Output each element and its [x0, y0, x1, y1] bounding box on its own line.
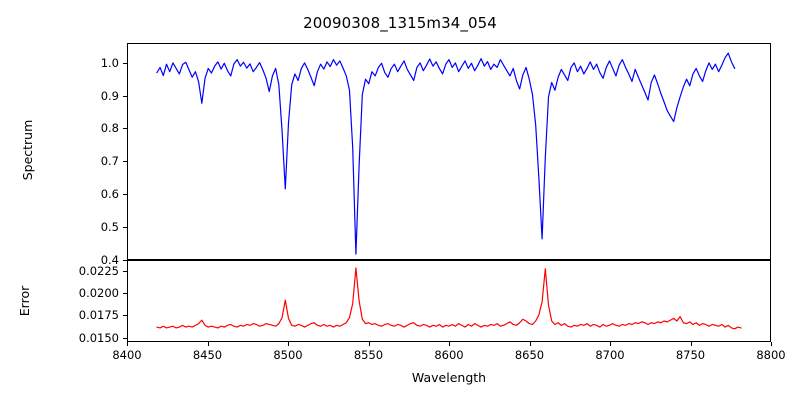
spectrum-data-line	[157, 53, 735, 254]
y-tick-mark-spectrum	[123, 227, 127, 229]
y-tick-mark-error	[123, 270, 127, 272]
x-tick-mark	[449, 342, 450, 346]
x-tick-mark	[690, 342, 692, 346]
x-tick-label: 8800	[756, 348, 786, 362]
spectrum-line-svg	[128, 44, 770, 259]
y-tick-label-spectrum: 0.8	[100, 121, 119, 136]
y-tick-mark-spectrum	[123, 62, 127, 64]
y-tick-label-spectrum: 0.7	[100, 154, 119, 169]
y-tick-label-error: 0.0175	[78, 308, 119, 323]
y-tick-label-spectrum: 0.4	[100, 253, 119, 267]
x-tick-mark	[610, 342, 611, 346]
y-tick-mark-spectrum	[123, 128, 127, 130]
x-tick-label: 8600	[434, 348, 464, 362]
spectrum-plot-area	[127, 43, 771, 260]
x-tick-label: 8550	[353, 348, 384, 362]
x-tick-label: 8650	[514, 348, 545, 362]
y-tick-label-spectrum: 1.0	[100, 55, 119, 70]
x-tick-label: 8500	[273, 348, 303, 362]
y-tick-label-error: 0.0150	[78, 330, 119, 345]
error-line-svg	[128, 261, 770, 341]
x-tick-label: 8700	[595, 348, 625, 362]
x-tick-mark	[288, 342, 289, 346]
x-tick-mark	[368, 342, 370, 346]
y-tick-label-spectrum: 0.6	[100, 187, 119, 202]
y-tick-label-spectrum: 0.9	[100, 88, 119, 103]
y-tick-mark-error	[123, 292, 127, 294]
x-axis-label: Wavelength	[411, 370, 487, 385]
x-tick-label: 8450	[192, 348, 223, 362]
figure-title: 20090308_1315m34_054	[303, 14, 497, 32]
y-tick-mark-spectrum	[123, 95, 127, 97]
x-tick-label: 8750	[675, 348, 706, 362]
x-tick-mark	[207, 342, 209, 346]
y-tick-label-error: 0.0225	[78, 263, 119, 278]
x-tick-mark	[529, 342, 531, 346]
y-tick-mark-error	[123, 315, 127, 317]
error-data-line	[157, 268, 741, 329]
y-tick-label-error: 0.0200	[78, 285, 119, 300]
y-tick-mark-spectrum	[123, 260, 127, 261]
error-plot-area	[127, 260, 771, 342]
y-tick-label-spectrum: 0.5	[100, 220, 119, 235]
x-tick-mark	[127, 342, 128, 346]
y-tick-mark-error	[123, 337, 127, 339]
x-tick-mark	[771, 342, 772, 346]
x-tick-label: 8400	[112, 348, 142, 362]
y-axis-label-spectrum: Spectrum	[20, 119, 35, 181]
y-axis-label-error: Error	[17, 285, 32, 317]
y-tick-mark-spectrum	[123, 194, 127, 196]
y-tick-mark-spectrum	[123, 161, 127, 163]
